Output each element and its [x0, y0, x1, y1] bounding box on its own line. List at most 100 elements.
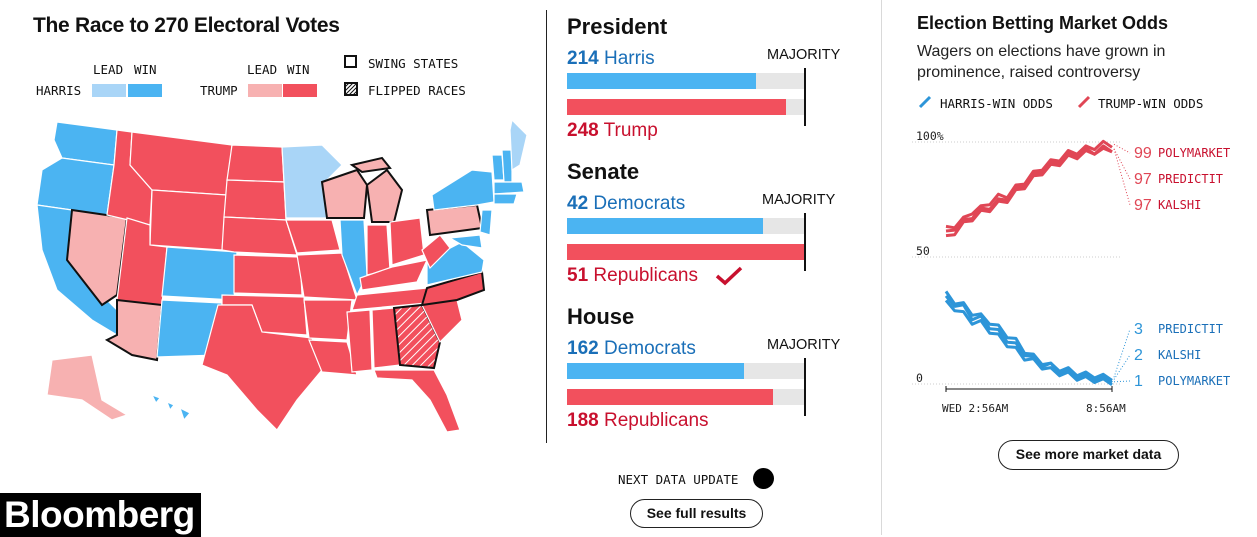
house-rep-number: 188: [567, 410, 599, 431]
house-dem-count: 162 Democrats: [567, 338, 696, 360]
state-wy: [149, 189, 228, 251]
flipped-races-icon: [344, 82, 358, 96]
president-dem-track: [567, 73, 805, 89]
harris-odds-line: [944, 299, 1113, 387]
state-ak: [46, 354, 129, 421]
trump-end-value: 97: [1134, 171, 1152, 188]
trump-legend-label: TRUMP-WIN ODDS: [1098, 96, 1204, 111]
senate-title: Senate: [567, 159, 640, 184]
next-update-label: NEXT DATA UPDATE: [618, 472, 739, 487]
harris-end-value: 3: [1134, 321, 1143, 338]
trump-end-value: 99: [1134, 145, 1152, 162]
state-nj: [479, 209, 493, 236]
house-rep-name: Republicans: [603, 410, 709, 431]
harris-end-leader: [1113, 354, 1131, 380]
state-ks: [233, 254, 303, 296]
state-wv: [421, 234, 451, 270]
house-dem-number: 162: [567, 338, 599, 359]
harris-end-value: 1: [1134, 373, 1143, 390]
state-wi: [320, 168, 369, 219]
next-update-indicator: [753, 468, 774, 489]
president-rep-number: 248: [567, 120, 599, 141]
senate-dem-count: 42 Democrats: [567, 193, 685, 215]
state-hi: [150, 393, 191, 422]
trump-win-swatch: [283, 84, 317, 97]
state-ny: [431, 169, 495, 211]
state-tx: [201, 304, 323, 431]
state-ms: [346, 309, 373, 373]
president-dem-number: 214: [567, 48, 599, 69]
x-tick-label: WED 2:56AM: [942, 402, 1009, 415]
president-rep-name: Trump: [603, 120, 658, 141]
president-dem-name: Harris: [603, 48, 655, 69]
senate-rep-name: Republicans: [593, 265, 698, 286]
electoral-title: The Race to 270 Electoral Votes: [33, 14, 340, 37]
see-full-results-button[interactable]: See full results: [630, 499, 763, 528]
state-sd: [223, 179, 287, 221]
house-rep-count: 188 Republicans: [567, 410, 709, 432]
trump-market-name: POLYMARKET: [1158, 146, 1230, 160]
harris-end-leader: [1113, 380, 1131, 383]
president-rep-bar: [567, 99, 786, 115]
state-ct-ri: [493, 193, 518, 205]
state-la: [308, 339, 358, 376]
trump-odds-line: [945, 144, 1113, 233]
harris-market-name: POLYMARKET: [1158, 374, 1230, 388]
y-tick-label: 50: [916, 244, 930, 258]
senate-majority-line: [804, 213, 806, 271]
house-dem-bar: [567, 363, 745, 379]
trump-end-leader: [1113, 143, 1131, 154]
state-nh: [501, 149, 513, 183]
president-majority-label: MAJORITY: [767, 47, 841, 63]
trump-end-value: 97: [1134, 197, 1152, 214]
state-ne: [221, 216, 298, 256]
state-nd: [226, 144, 285, 183]
harris-odds-line: [944, 294, 1113, 382]
see-more-market-data-button[interactable]: See more market data: [998, 440, 1179, 470]
legend-win-harris: WIN: [134, 62, 157, 77]
harris-odds-line: [944, 290, 1113, 384]
harris-market-name: KALSHI: [1158, 348, 1201, 362]
state-ky: [359, 259, 429, 291]
state-in: [366, 224, 391, 276]
flipped-races-label: FLIPPED RACES: [368, 83, 466, 98]
harris-end-leader: [1113, 328, 1131, 378]
house-rep-bar: [567, 389, 773, 405]
senate-rep-track: [567, 244, 805, 260]
odds-chart: 100% 50 0 WED 2:56AM 8:56AM 99 POLYMARKET 97 PRE…: [912, 129, 1230, 415]
senate-dem-track: [567, 218, 805, 234]
trump-end-leader: [1113, 148, 1131, 180]
house-title: House: [567, 304, 635, 329]
legend-trump-label: TRUMP: [200, 83, 238, 98]
president-dem-count: 214 Harris: [567, 48, 655, 70]
president-title: President: [567, 14, 668, 39]
divider-left: [546, 10, 547, 443]
divider-right: [881, 0, 882, 535]
senate-winner-check-icon: [715, 266, 743, 286]
house-majority-line: [804, 358, 806, 416]
state-co: [161, 246, 238, 301]
legend-lead-harris: LEAD: [93, 62, 124, 77]
house-rep-track: [567, 389, 805, 405]
betting-title: Election Betting Market Odds: [917, 13, 1169, 33]
president-rep-count: 248 Trump: [567, 120, 658, 142]
president-rep-track: [567, 99, 805, 115]
house-dem-track: [567, 363, 805, 379]
harris-market-name: PREDICTIT: [1158, 322, 1223, 336]
legend-harris-label: HARRIS: [36, 83, 82, 98]
house-dem-name: Democrats: [603, 338, 696, 359]
bloomberg-logo-text: Bloomberg: [4, 494, 195, 535]
senate-dem-number: 42: [567, 193, 589, 214]
state-me: [509, 118, 527, 172]
harris-lead-swatch: [92, 84, 126, 97]
legend-lead-trump: LEAD: [247, 62, 278, 77]
state-ma: [493, 181, 525, 195]
state-md: [448, 234, 483, 249]
swing-states-label: SWING STATES: [368, 56, 459, 71]
president-dem-bar: [567, 73, 756, 89]
trump-end-leader: [1113, 148, 1131, 206]
x-tick-label: 8:56AM: [1086, 402, 1126, 415]
senate-rep-number: 51: [567, 265, 589, 286]
harris-legend-icon: [918, 95, 932, 109]
us-electoral-map[interactable]: [22, 110, 527, 440]
